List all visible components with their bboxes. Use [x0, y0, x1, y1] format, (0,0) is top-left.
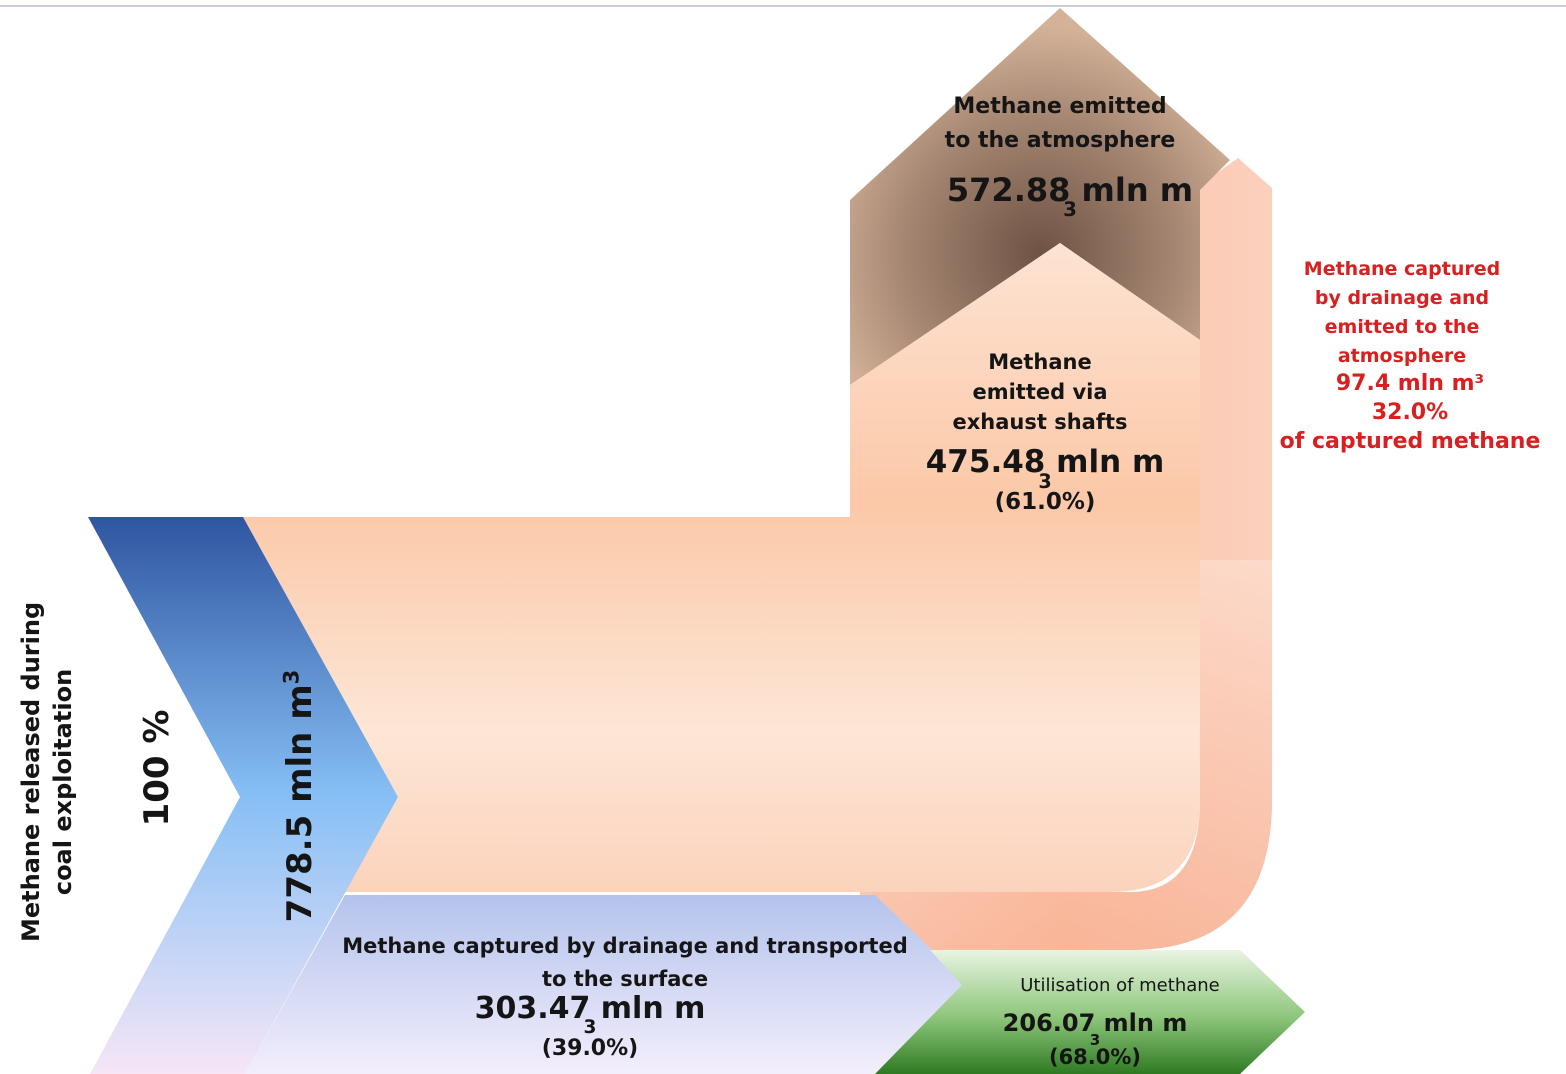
- utilisation-percent: (68.0%): [1048, 1045, 1142, 1069]
- drainage-emitted-label: Methane captured by drainage and emitted…: [1303, 258, 1501, 367]
- atmosphere-arrow: [850, 8, 1230, 385]
- main-flow-band: [243, 243, 1200, 892]
- drainage-emitted-arrow-lower: [860, 560, 1272, 950]
- captured-percent: (39.0%): [541, 1036, 639, 1061]
- exhaust-percent: (61.0%): [994, 489, 1096, 515]
- captured-label: Methane captured by drainage and transpo…: [342, 934, 908, 991]
- atmosphere-label: Methane emitted to the atmosphere: [944, 94, 1176, 153]
- utilisation-value: 206.07 mln m3: [1002, 1009, 1188, 1047]
- source-percent: 100 %: [137, 709, 177, 827]
- drainage-emitted-values: 97.4 mln m³ 32.0% of captured methane: [1279, 371, 1541, 454]
- captured-flow-band: [245, 895, 968, 1074]
- exhaust-label: Methane emitted via exhaust shafts: [952, 350, 1128, 434]
- source-title: Methane released during coal exploitatio…: [17, 601, 77, 942]
- source-chevron: [88, 517, 398, 1074]
- source-value: 778.5 mln m3: [278, 669, 320, 923]
- utilisation-arrow: [875, 950, 1305, 1074]
- utilisation-title: Utilisation of methane: [1020, 975, 1220, 996]
